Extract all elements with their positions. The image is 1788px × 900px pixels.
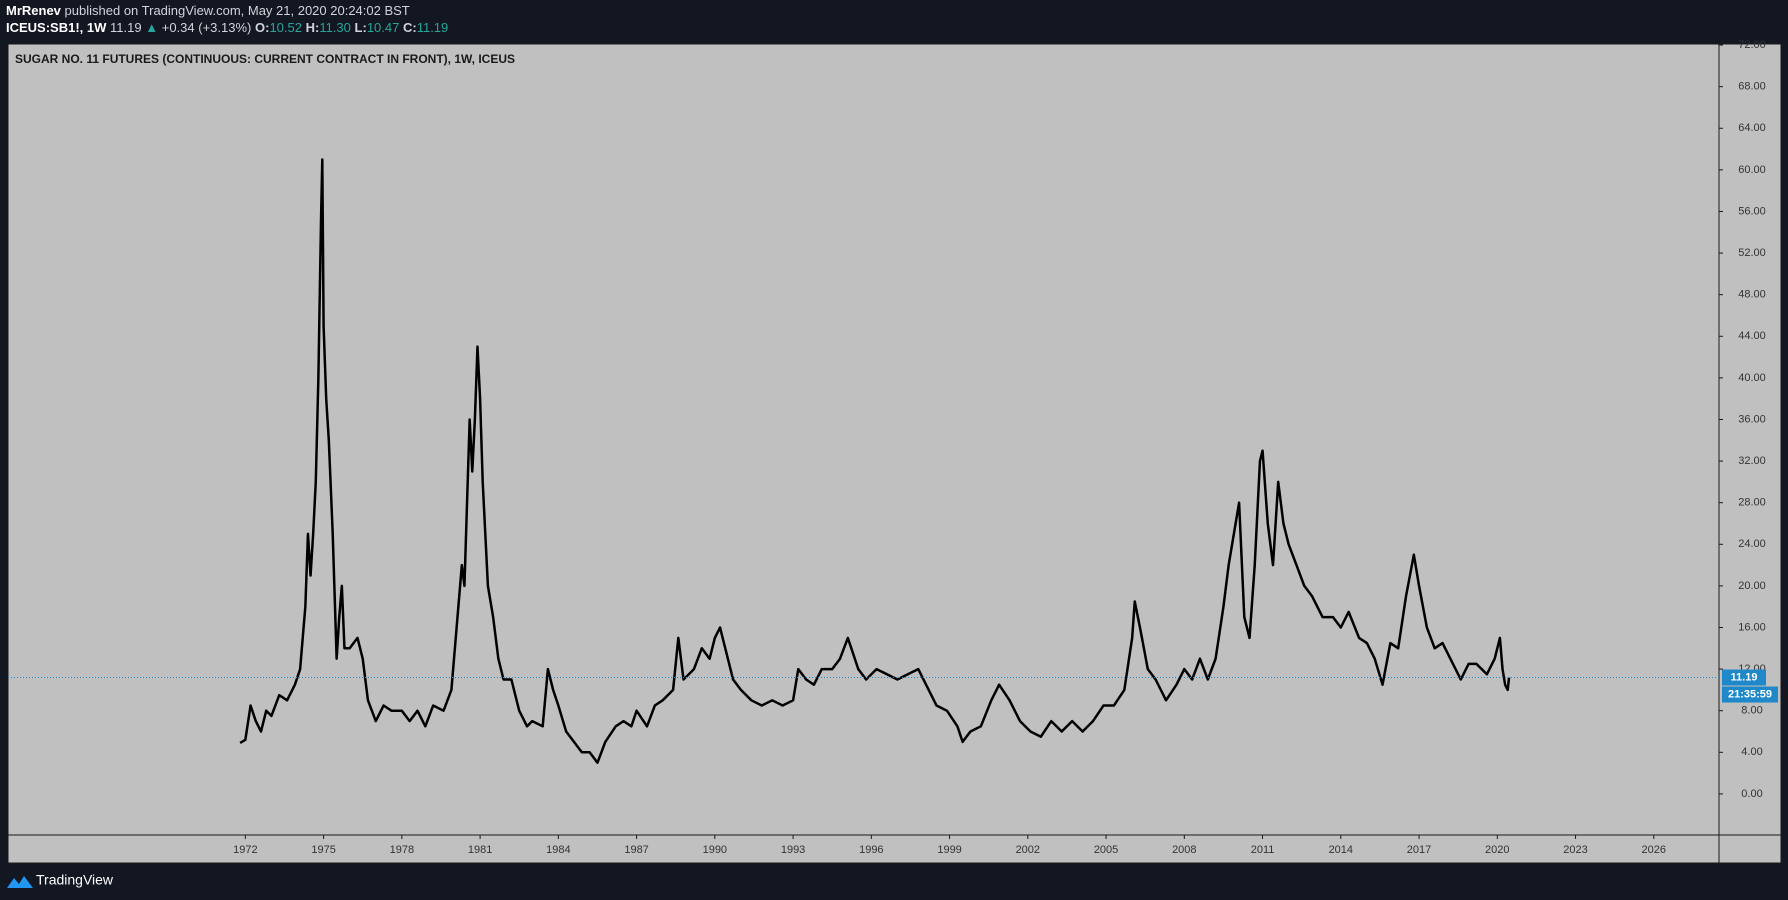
chart-title: SUGAR NO. 11 FUTURES (CONTINUOUS: CURREN… [15,52,515,66]
symbol-line: ICEUS:SB1!, 1W 11.19 ▲ +0.34 (+3.13%) O:… [6,20,448,35]
y-tick-label: 56.00 [1738,205,1766,217]
y-tick-label: 60.00 [1738,164,1766,176]
published: published on TradingView.com, May 21, 20… [65,3,410,18]
countdown-box [1722,686,1778,703]
last: 11.19 [110,20,142,35]
ohlc-value: 11.19 [417,20,449,35]
ohlc-value: 10.52 [269,20,302,35]
x-tick-label: 1978 [390,844,414,856]
countdown-label: 21:35:59 [1728,688,1772,700]
y-tick-label: 44.00 [1738,330,1766,342]
y-tick-label: 32.00 [1738,455,1766,467]
x-tick-label: 1993 [781,844,805,856]
y-tick-label: 72.00 [1738,39,1766,51]
x-tick-label: 1972 [233,844,257,856]
footer: TradingView [7,872,114,888]
ohlc-label: L: [355,20,367,35]
last-price-box [1722,669,1766,686]
ohlc-value: 10.47 [367,20,400,35]
y-tick-label: 64.00 [1738,122,1766,134]
ohlc-label: H: [306,20,320,35]
x-tick-label: 1984 [546,844,570,856]
publish-line: MrRenev published on TradingView.com, Ma… [6,3,410,18]
y-tick-label: 48.00 [1738,289,1766,301]
y-tick-label: 52.00 [1738,247,1766,259]
x-tick-label: 1996 [859,844,883,856]
y-tick-label: 40.00 [1738,372,1766,384]
brand: TradingView [36,872,114,888]
arrow: ▲ [145,20,158,35]
chart-frame [7,43,1782,864]
y-tick-label: 0.00 [1741,788,1762,800]
ohlc-label: O: [255,20,269,35]
change: +0.34 (+3.13%) [162,20,252,35]
author: MrRenev [6,3,62,18]
x-tick-label: 2026 [1642,844,1666,856]
y-tick-label: 4.00 [1741,746,1762,758]
x-tick-label: 1999 [937,844,961,856]
y-tick-label: 16.00 [1738,621,1766,633]
x-tick-label: 2011 [1251,844,1275,856]
y-tick-label: 68.00 [1738,81,1766,93]
x-tick-label: 2017 [1407,844,1431,856]
y-tick-label: 28.00 [1738,497,1766,509]
x-tick-label: 1990 [703,844,727,856]
y-tick-label: 8.00 [1741,705,1762,717]
x-tick-label: 2002 [1016,844,1040,856]
logo [7,876,33,888]
x-tick-label: 2023 [1563,844,1587,856]
price-line [239,158,1511,764]
symbol: ICEUS:SB1!, 1W [6,20,107,35]
x-tick-label: 1987 [624,844,648,856]
x-tick-label: 2014 [1329,844,1353,856]
ohlc-label: C: [403,20,417,35]
y-tick-label: 24.00 [1738,538,1766,550]
y-tick-label: 20.00 [1738,580,1766,592]
x-tick-label: 1975 [311,844,335,856]
x-tick-label: 2005 [1094,844,1118,856]
ohlc-value: 11.30 [319,20,351,35]
last-price-label: 11.19 [1731,671,1758,683]
y-tick-label: 36.00 [1738,413,1766,425]
x-tick-label: 2020 [1485,844,1509,856]
x-tick-label: 1981 [468,844,492,856]
x-tick-label: 2008 [1172,844,1196,856]
